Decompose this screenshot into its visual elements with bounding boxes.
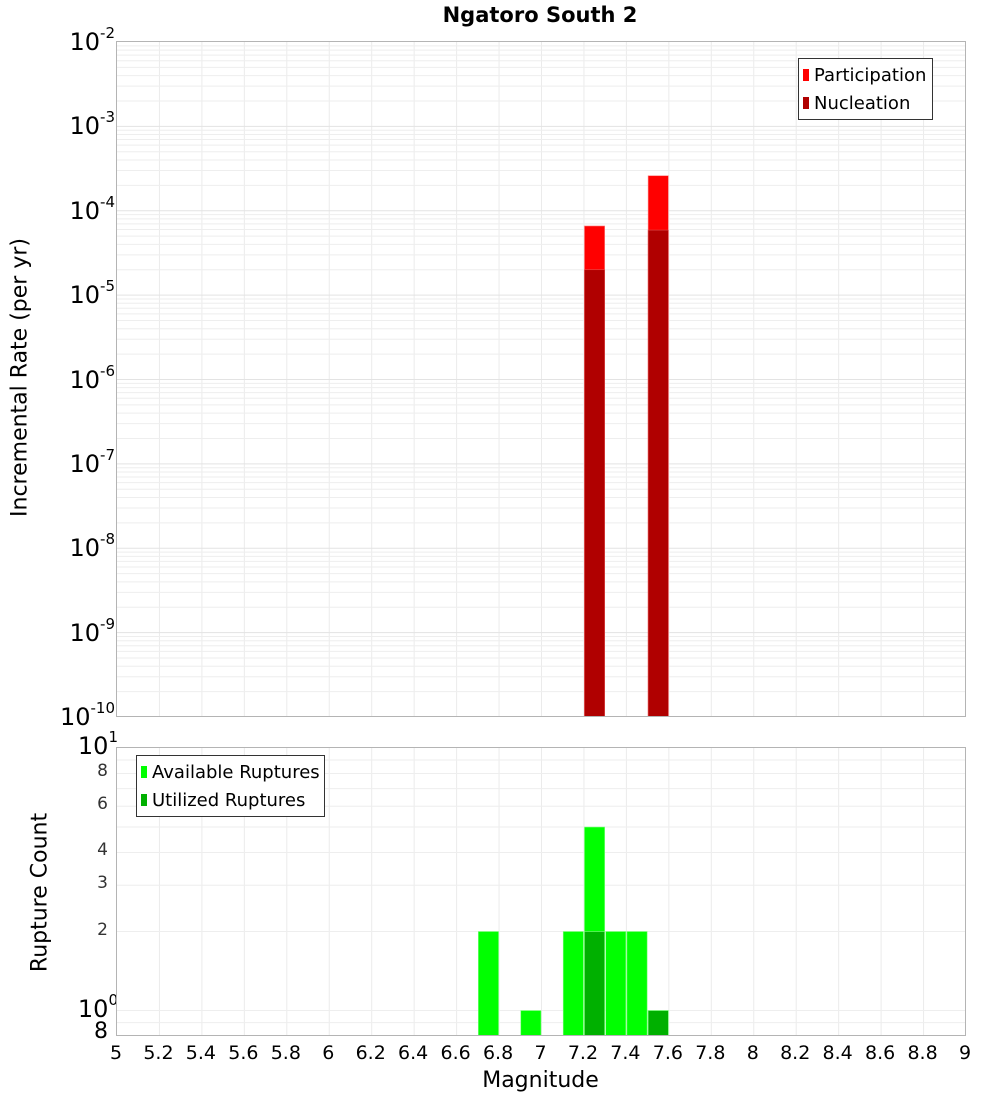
x-tick-label: 7.2 — [567, 1042, 599, 1064]
legend-label: Nucleation — [814, 92, 911, 114]
nucleation-swatch-icon — [803, 97, 809, 109]
legend-label: Available Ruptures — [152, 761, 320, 783]
top-y-tick-label: 10-3 — [69, 108, 115, 141]
bar-utilized-ruptures — [584, 931, 605, 1035]
bottom-legend: Available Ruptures Utilized Ruptures — [136, 755, 325, 817]
legend-item-nucleation: Nucleation — [803, 89, 926, 117]
x-tick-label: 7.8 — [695, 1042, 726, 1064]
x-tick-label: 5 — [109, 1042, 123, 1064]
x-tick-label: 5.4 — [185, 1042, 216, 1064]
top-y-tick-label: 10-9 — [69, 614, 115, 647]
bottom-y-tick-label: 101 — [77, 728, 118, 760]
bottom-y-tick-label: 100 — [77, 990, 118, 1023]
x-tick-label: 7 — [534, 1042, 547, 1064]
x-tick-label: 8 — [746, 1042, 759, 1064]
utilized-swatch-icon — [141, 794, 147, 806]
top-plot-svg — [117, 42, 965, 716]
x-axis-label: Magnitude — [482, 1068, 599, 1093]
top-y-axis-label: Incremental Rate (per yr) — [7, 238, 33, 517]
bottom-y-tick-label: 8 — [94, 1019, 108, 1044]
bottom-y-tick-label: 6 — [97, 794, 108, 815]
top-y-tick-label: 10-5 — [69, 277, 115, 310]
x-tick-label: 6.2 — [355, 1042, 386, 1064]
top-y-tick-label: 10-4 — [69, 192, 115, 225]
bar-available-ruptures — [626, 931, 648, 1035]
bottom-y-axis-label: Rupture Count — [27, 812, 53, 973]
legend-item-participation: Participation — [803, 61, 926, 89]
x-tick-label: 6.8 — [482, 1042, 514, 1064]
available-swatch-icon — [141, 766, 147, 778]
x-tick-label: 8.6 — [864, 1042, 896, 1064]
bottom-y-tick-label: 4 — [97, 840, 108, 861]
x-tick-label: 8.4 — [822, 1042, 853, 1064]
legend-label: Utilized Ruptures — [152, 789, 306, 811]
x-tick-label: 8.2 — [780, 1042, 811, 1064]
bar-nucleation — [647, 229, 669, 716]
x-tick-label: 5.2 — [143, 1042, 174, 1064]
bottom-y-tick-label: 2 — [97, 919, 108, 940]
bottom-y-tick-label: 3 — [97, 873, 108, 894]
participation-swatch-icon — [803, 69, 809, 81]
top-legend: Participation Nucleation — [798, 58, 934, 120]
bar-available-ruptures — [520, 1010, 542, 1035]
legend-item-utilized: Utilized Ruptures — [141, 786, 320, 814]
bar-nucleation — [584, 269, 605, 716]
bar-available-ruptures — [562, 931, 584, 1035]
top-y-tick-label: 10-6 — [69, 361, 115, 394]
bottom-y-tick-label: 8 — [97, 761, 108, 782]
top-y-tick-label: 10-8 — [69, 530, 115, 563]
bar-available-ruptures — [605, 931, 627, 1035]
top-y-tick-label: 10-10 — [59, 699, 115, 731]
bar-available-ruptures — [478, 931, 499, 1035]
top-y-tick-label: 10-7 — [69, 445, 115, 478]
x-tick-label: 6 — [322, 1042, 335, 1064]
chart-title: Ngatoro South 2 — [442, 3, 638, 27]
top-plot-area — [116, 41, 966, 717]
legend-label: Participation — [814, 64, 927, 86]
x-tick-label: 6.6 — [440, 1042, 471, 1064]
legend-item-available: Available Ruptures — [141, 758, 320, 786]
x-tick-label: 7.4 — [610, 1042, 641, 1064]
top-y-tick-label: 10-2 — [69, 24, 115, 56]
x-tick-label: 6.4 — [398, 1042, 429, 1064]
bar-utilized-ruptures — [647, 1010, 669, 1035]
x-tick-label: 5.8 — [270, 1042, 301, 1064]
x-tick-label: 7.6 — [652, 1042, 683, 1064]
x-tick-label: 8.8 — [907, 1042, 938, 1064]
x-tick-label: 9 — [958, 1042, 972, 1064]
x-tick-label: 5.6 — [228, 1042, 259, 1064]
